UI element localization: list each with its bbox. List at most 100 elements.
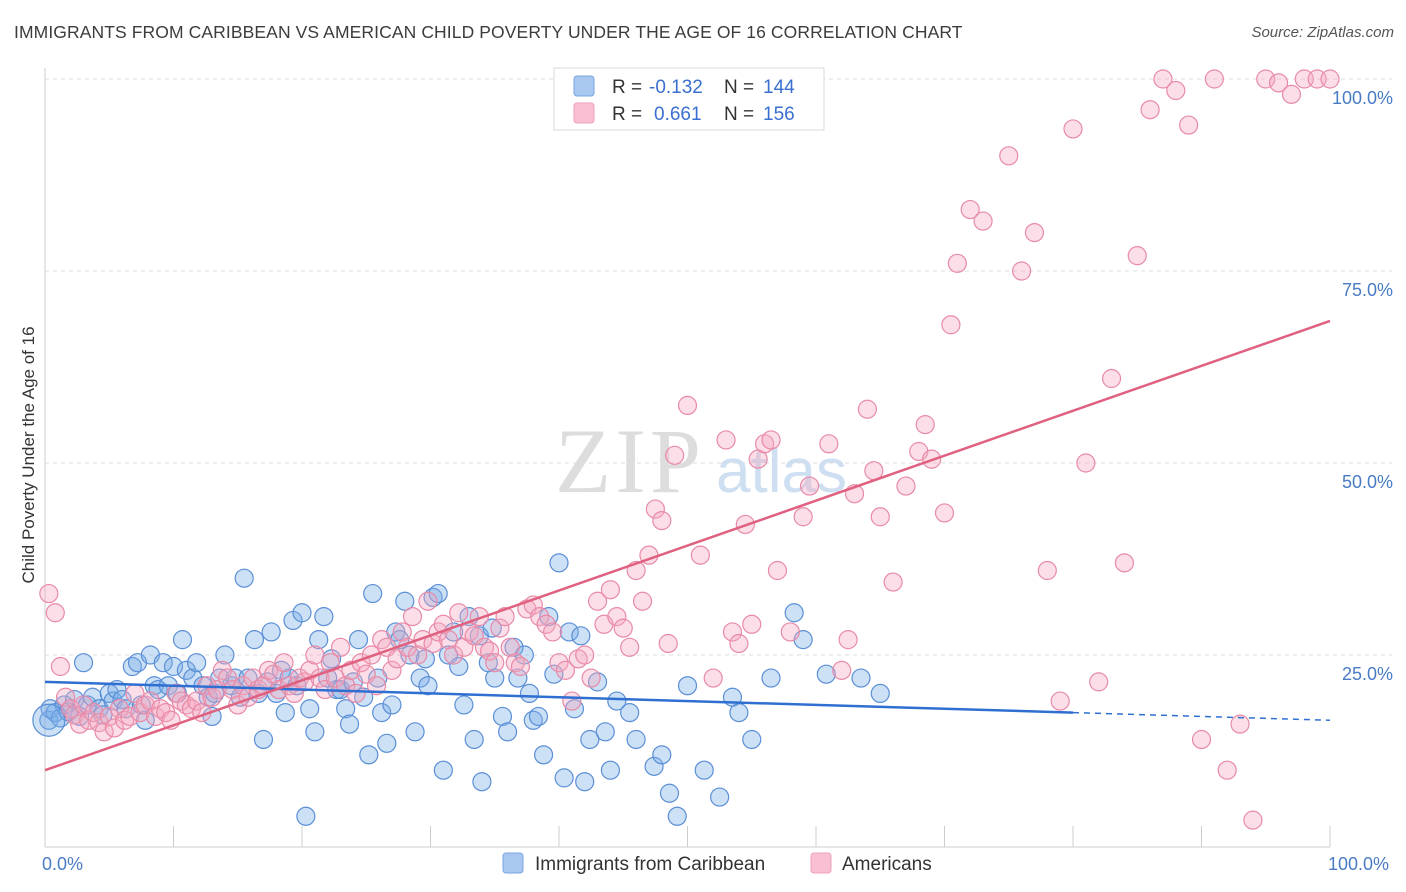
data-point xyxy=(652,510,672,531)
data-point xyxy=(410,668,430,688)
data-point xyxy=(73,695,94,715)
data-point xyxy=(492,706,513,727)
data-point xyxy=(449,603,469,623)
data-point xyxy=(223,679,243,700)
data-point xyxy=(1101,368,1122,389)
bottom-legend-label-caribbean: Immigrants from Caribbean xyxy=(535,854,765,875)
data-point xyxy=(115,710,135,730)
data-point xyxy=(544,664,564,684)
data-point xyxy=(1320,69,1340,89)
data-point xyxy=(1114,553,1135,573)
data-point xyxy=(55,687,76,707)
data-point xyxy=(607,691,627,711)
axes xyxy=(44,68,1331,848)
data-point xyxy=(1153,69,1173,89)
data-point xyxy=(690,545,710,565)
data-point xyxy=(510,656,531,677)
legend-n-value-caribbean: 144 xyxy=(763,77,795,98)
data-point xyxy=(122,656,142,677)
data-point xyxy=(947,253,967,273)
data-point xyxy=(485,653,505,673)
data-point xyxy=(300,699,320,719)
data-point xyxy=(363,583,383,604)
data-point xyxy=(171,691,191,711)
data-point xyxy=(480,641,500,661)
data-point xyxy=(857,399,878,419)
data-point xyxy=(632,591,653,611)
data-point xyxy=(418,676,438,696)
series-caribbean-points xyxy=(32,553,890,826)
data-point xyxy=(336,699,356,719)
data-point xyxy=(960,199,980,220)
data-point xyxy=(233,676,253,696)
data-point xyxy=(405,722,425,742)
data-point xyxy=(314,606,334,627)
data-point xyxy=(1037,560,1057,581)
data-point xyxy=(73,653,94,673)
data-point xyxy=(667,806,687,826)
data-point xyxy=(536,614,556,634)
data-point xyxy=(600,580,621,600)
data-point xyxy=(1204,69,1224,89)
data-point xyxy=(377,733,397,753)
data-point xyxy=(346,683,366,704)
data-point xyxy=(784,603,804,623)
data-point xyxy=(716,430,736,450)
data-point xyxy=(816,664,836,684)
data-point xyxy=(339,714,360,734)
data-point xyxy=(645,499,665,519)
data-point xyxy=(870,683,890,704)
data-point xyxy=(571,626,591,646)
data-point xyxy=(258,660,279,680)
data-point xyxy=(761,668,781,688)
y-tick-label-100: 100.0% xyxy=(1332,88,1393,108)
data-point xyxy=(94,722,114,742)
data-point xyxy=(50,656,71,677)
data-point xyxy=(359,745,379,765)
legend-r-label-caribbean: R = xyxy=(612,77,642,98)
data-point xyxy=(742,729,762,750)
data-point xyxy=(1256,69,1276,89)
data-point xyxy=(140,691,160,711)
data-point xyxy=(1011,261,1032,281)
data-point xyxy=(176,695,196,715)
data-point xyxy=(39,583,59,604)
data-point xyxy=(896,476,916,496)
data-point xyxy=(644,756,664,776)
data-point xyxy=(1230,714,1250,734)
data-point xyxy=(330,637,351,657)
data-point xyxy=(528,706,549,727)
trend-line-americans xyxy=(44,319,1331,772)
data-point xyxy=(1063,119,1083,139)
data-point xyxy=(498,722,518,742)
data-point xyxy=(187,653,207,673)
data-point xyxy=(215,645,235,665)
data-point xyxy=(474,637,495,657)
data-point xyxy=(444,645,464,665)
y-tick-label-50: 50.0% xyxy=(1342,472,1393,492)
data-point xyxy=(703,668,723,688)
data-point xyxy=(163,656,184,677)
data-point xyxy=(1076,453,1096,473)
data-point xyxy=(449,656,469,677)
data-point xyxy=(505,653,525,673)
data-point xyxy=(382,695,402,715)
data-point xyxy=(870,507,890,527)
bottom-legend-swatch-caribbean xyxy=(502,852,524,874)
data-point xyxy=(234,568,254,588)
data-point xyxy=(941,315,961,335)
data-point xyxy=(587,591,608,611)
data-point xyxy=(274,653,294,673)
data-point xyxy=(400,645,420,665)
data-point xyxy=(413,630,433,650)
data-point xyxy=(620,637,640,657)
data-point xyxy=(176,660,196,680)
data-point xyxy=(554,768,574,788)
data-point xyxy=(45,603,65,623)
trend-line-caribbean xyxy=(44,680,1074,714)
data-point xyxy=(418,591,438,611)
data-point xyxy=(665,445,685,465)
x-tick-max: 100.0% xyxy=(1328,854,1389,874)
data-point xyxy=(819,434,839,454)
